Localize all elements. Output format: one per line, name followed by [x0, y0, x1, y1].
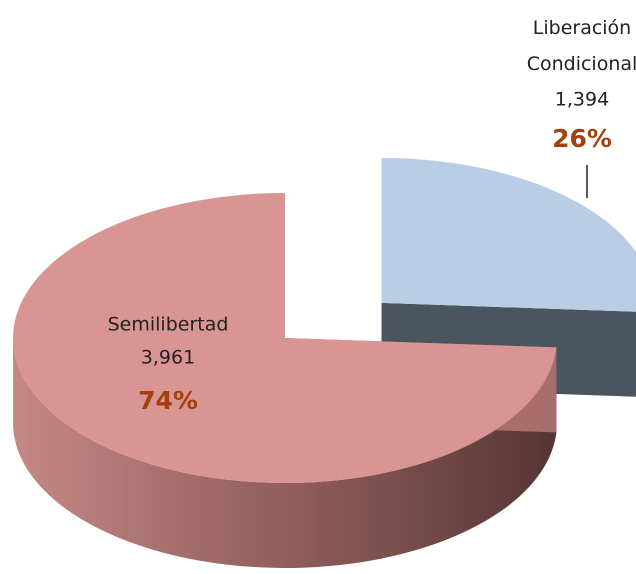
slice-side	[13, 338, 557, 569]
value-label: 1,394	[555, 89, 609, 111]
category-label: Liberación Condicional	[527, 17, 636, 75]
slices	[12, 157, 636, 569]
label-line: Condicional	[527, 53, 636, 75]
label-line: Liberación	[533, 17, 631, 39]
percent-label: 74%	[138, 386, 198, 415]
value-label: 3,961	[141, 347, 195, 369]
category-label: Semilibertad	[108, 314, 229, 336]
slice	[381, 157, 636, 312]
slice	[12, 193, 557, 483]
percent-label: 26%	[552, 124, 612, 153]
